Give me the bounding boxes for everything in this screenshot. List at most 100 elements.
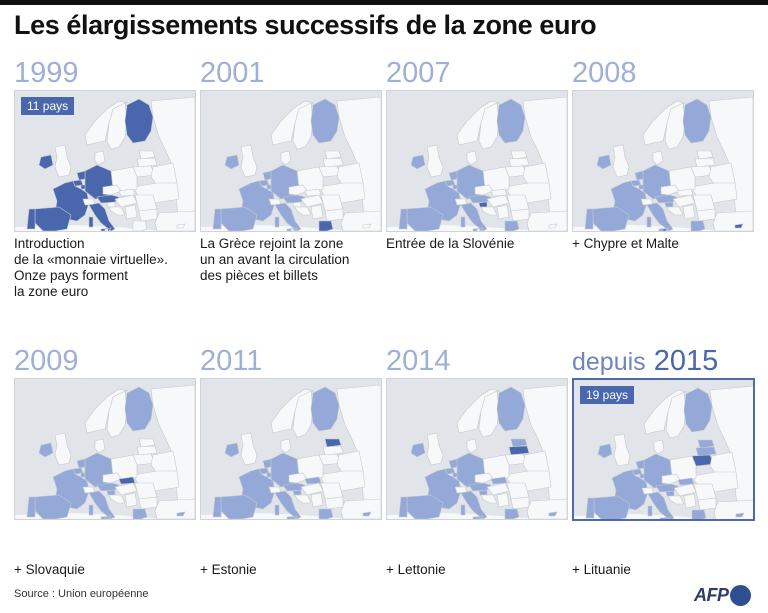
europe-map: 11 pays — [14, 90, 196, 232]
country-italy — [460, 202, 488, 231]
country-malta — [104, 516, 109, 519]
country-netherlands — [448, 170, 458, 181]
country-estonia — [510, 150, 528, 160]
country-romania — [320, 482, 344, 500]
panel-year: 2008 — [572, 58, 637, 88]
europe-map — [200, 90, 382, 232]
country-netherlands — [262, 458, 272, 469]
country-czech — [288, 472, 308, 484]
country-romania — [506, 194, 530, 212]
country-sweden — [106, 390, 128, 438]
country-cyprus — [735, 512, 745, 518]
top-rule — [0, 0, 768, 5]
country-spain — [592, 206, 630, 231]
country-cyprus — [548, 511, 558, 517]
country-sweden — [665, 391, 687, 439]
country-greece — [691, 509, 707, 519]
country-turkey — [713, 499, 753, 519]
panel-year-value: 2009 — [14, 345, 79, 377]
country-greece — [318, 508, 334, 519]
country-portugal — [212, 208, 222, 230]
country-sweden — [292, 102, 314, 150]
country-turkey — [712, 210, 753, 231]
country-estonia — [324, 438, 342, 448]
country-count-badge: 11 pays — [21, 97, 75, 115]
europe-map-svg — [573, 91, 753, 231]
country-netherlands — [76, 170, 86, 181]
country-latvia — [322, 445, 344, 456]
country-croatia — [480, 206, 498, 216]
country-turkey — [154, 498, 195, 519]
country-denmark — [280, 150, 292, 166]
country-bulgaria — [324, 208, 344, 222]
country-malta — [663, 517, 668, 519]
country-slovenia — [106, 201, 116, 208]
country-romania — [693, 483, 717, 501]
country-latvia — [508, 157, 530, 168]
country-netherlands — [448, 458, 458, 469]
country-slovenia — [292, 489, 302, 496]
country-count-badge: 19 pays — [580, 386, 635, 404]
country-spain — [34, 206, 72, 231]
europe-map-svg — [387, 379, 567, 519]
country-czech — [474, 472, 494, 484]
country-sardinia — [646, 216, 652, 228]
country-denmark — [652, 150, 664, 166]
country-serbia — [496, 204, 510, 220]
country-croatia — [667, 495, 685, 505]
country-sardinia — [88, 504, 94, 516]
country-turkey — [526, 498, 567, 519]
country-bulgaria — [510, 208, 530, 222]
afp-logo-mark — [729, 584, 751, 606]
country-latvia — [136, 445, 158, 456]
country-turkey — [340, 210, 381, 231]
country-bulgaria — [696, 208, 716, 222]
country-czech — [474, 184, 494, 196]
panel-year-value: 2015 — [653, 345, 719, 377]
country-czech — [288, 184, 308, 196]
country-estonia — [324, 150, 342, 160]
country-uk — [54, 432, 72, 466]
country-estonia — [138, 438, 156, 448]
country-latvia — [694, 157, 716, 168]
country-sardinia — [460, 504, 466, 516]
country-portugal — [398, 208, 408, 230]
country-uk — [426, 432, 444, 466]
europe-map-svg — [15, 91, 195, 231]
panel-caption: + Estonie — [200, 562, 257, 577]
panel-year: depuis 2015 — [572, 346, 718, 376]
country-portugal — [26, 496, 36, 518]
country-greece — [690, 220, 706, 231]
country-finland — [683, 387, 713, 433]
country-malta — [476, 516, 481, 519]
country-uk — [612, 144, 630, 178]
country-portugal — [26, 208, 36, 230]
country-turkey — [526, 210, 567, 231]
country-italy — [274, 490, 302, 519]
country-spain — [34, 494, 72, 519]
europe-map: 19 pays — [572, 378, 755, 521]
country-czech — [661, 473, 681, 485]
country-slovenia — [478, 489, 488, 496]
country-sweden — [292, 390, 314, 438]
country-croatia — [108, 494, 126, 504]
panel-caption: + Chypre et Malte — [572, 236, 679, 251]
country-serbia — [682, 204, 696, 220]
country-uk — [613, 433, 631, 467]
country-cyprus — [176, 511, 186, 517]
country-luxembourg — [638, 184, 644, 190]
source-note: Source : Union européenne — [14, 588, 149, 600]
country-ireland — [38, 442, 54, 458]
country-malta — [290, 516, 295, 519]
country-sweden — [106, 102, 128, 150]
country-serbia — [124, 492, 138, 508]
country-sweden — [478, 102, 500, 150]
country-romania — [506, 482, 530, 500]
panel-year-value: 1999 — [14, 57, 79, 89]
country-spain — [406, 206, 444, 231]
country-spain — [406, 494, 444, 519]
panel-caption: Entrée de la Slovénie — [386, 236, 515, 251]
country-serbia — [496, 492, 510, 508]
country-luxembourg — [80, 472, 86, 478]
country-cyprus — [734, 223, 744, 229]
